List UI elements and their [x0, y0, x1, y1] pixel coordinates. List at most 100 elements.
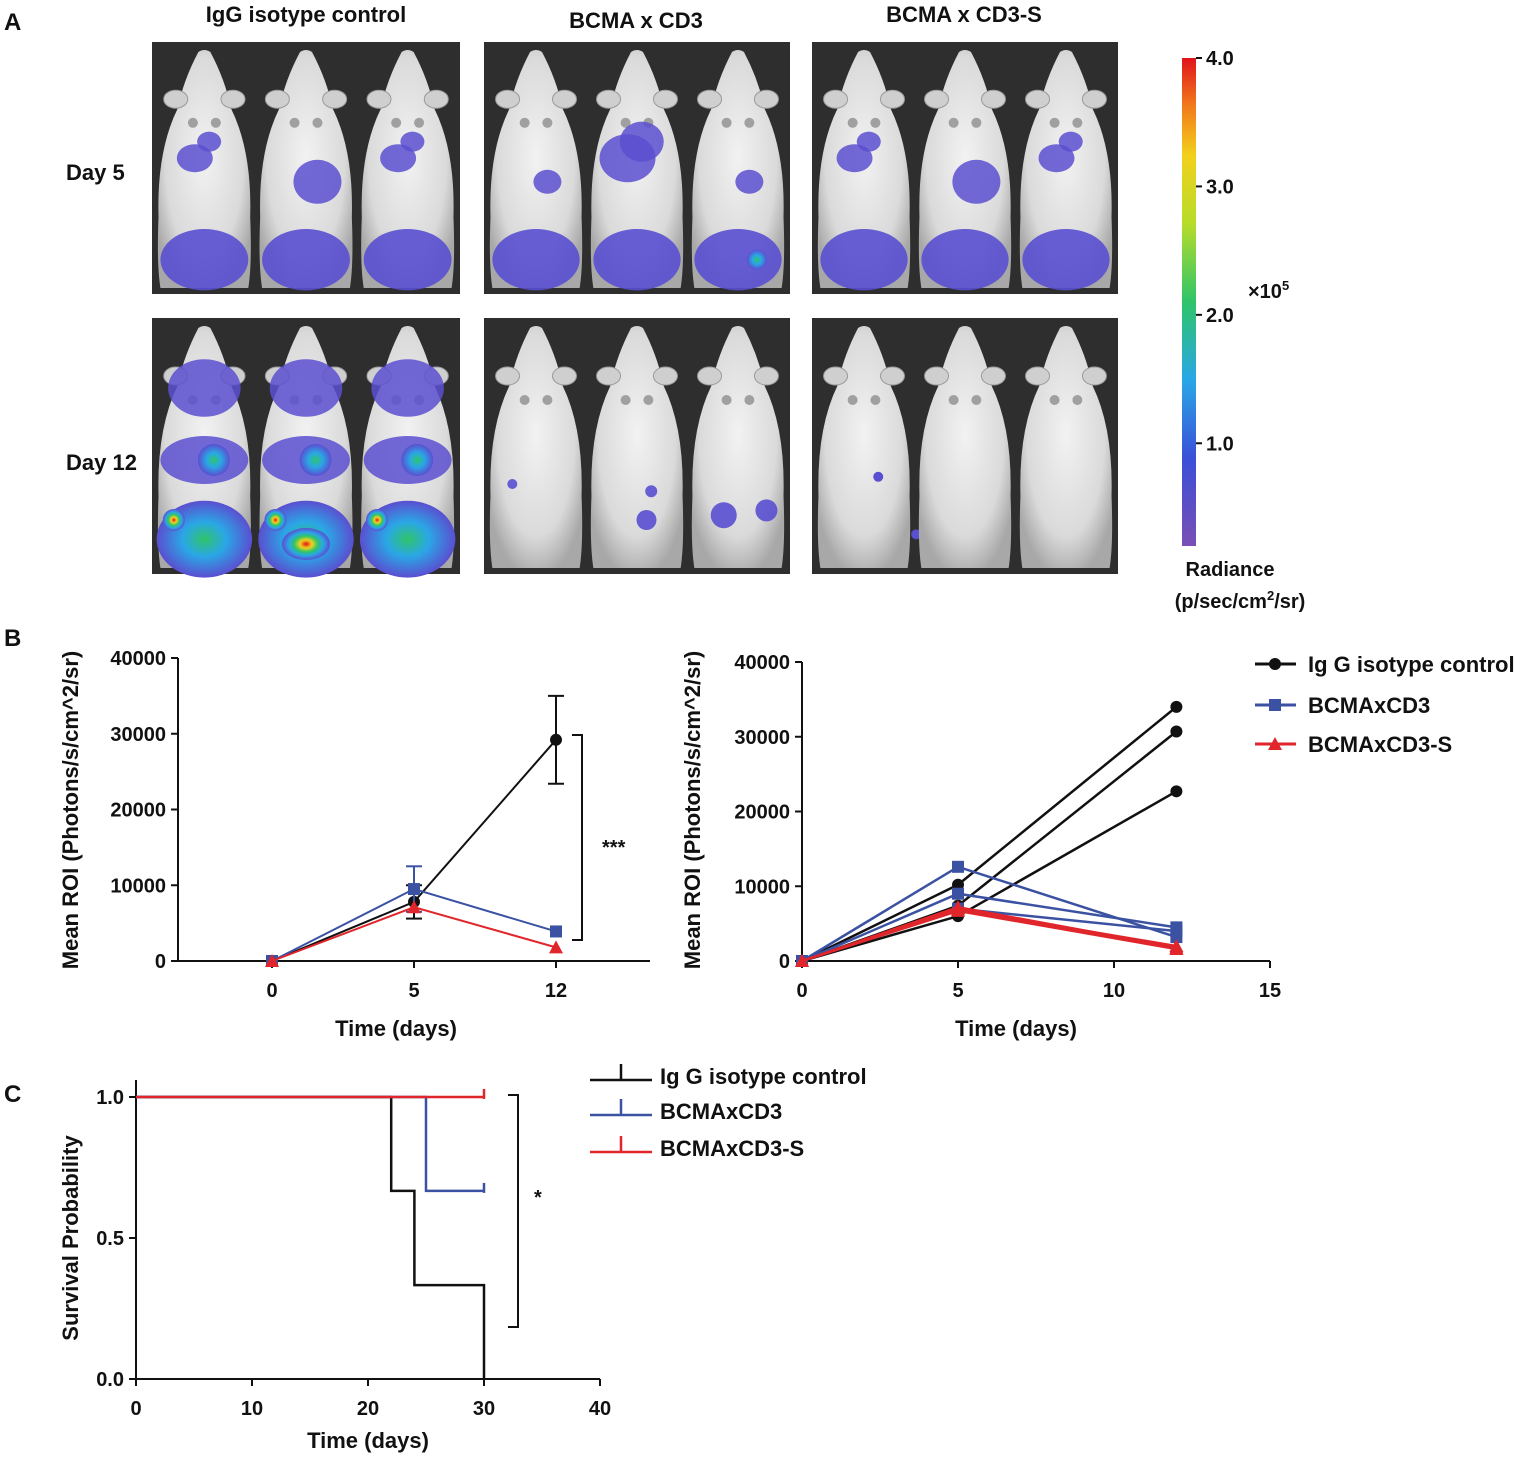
colorbar-tick-label: 3.0	[1206, 176, 1234, 198]
signal-region	[197, 131, 222, 152]
y-tick-label: 0	[779, 951, 790, 973]
signal-hotspot	[366, 509, 389, 531]
colorbar-ticks: 4.0 3.0 2.0 1.0	[1196, 48, 1234, 455]
signal-region	[168, 359, 241, 417]
signal-region	[755, 499, 778, 522]
significance-marker: ***	[602, 837, 626, 859]
signal-region	[636, 510, 657, 530]
x-tick-label: 0	[130, 1398, 141, 1420]
x-tick-label: 5	[952, 980, 963, 1002]
mouse-eye	[187, 117, 198, 128]
x-axis-title: Time (days)	[307, 1428, 429, 1453]
survival-curve	[136, 1095, 484, 1193]
mouse-eye	[391, 117, 402, 128]
mouse-eye	[1072, 395, 1083, 405]
colorbar-tick-label: 2.0	[1206, 305, 1234, 327]
mouse-ear	[1081, 89, 1107, 109]
y-tick-label: 0.0	[96, 1369, 124, 1391]
x-axis-title: Time (days)	[955, 1016, 1077, 1041]
mouse-ear	[1025, 89, 1051, 109]
legend-label: BCMAxCD3-S	[1308, 732, 1452, 757]
mouse-silhouette	[489, 326, 583, 568]
mouse-ear	[823, 89, 849, 109]
panel-a-letter: A	[4, 9, 21, 36]
colorbar-gradient	[1182, 58, 1196, 546]
mouse-ear	[980, 366, 1006, 386]
y-tick-label: 30000	[734, 727, 790, 749]
mouse-ear	[697, 366, 723, 386]
imaging-panel	[812, 42, 1118, 294]
mouse-ear	[495, 366, 521, 386]
mouse-eye	[721, 395, 732, 405]
signal-region	[836, 144, 873, 173]
mouse-eye	[289, 117, 300, 128]
colorbar-label-radiance: Radiance	[1186, 559, 1275, 581]
survival-curve	[136, 1095, 486, 1379]
signal-region	[507, 479, 518, 489]
mouse-ear	[1025, 366, 1051, 386]
series-line	[271, 739, 557, 962]
mouse-eye	[971, 117, 982, 128]
row-label-day12: Day 12	[66, 450, 137, 475]
mouse-ear	[551, 366, 577, 386]
legend-label: BCMAxCD3	[660, 1099, 782, 1124]
data-point	[1170, 700, 1183, 713]
data-point	[951, 903, 965, 917]
mouse-ear	[163, 89, 189, 109]
mouse-eye	[971, 395, 982, 405]
signal-region	[735, 169, 764, 194]
mouse-eye	[643, 395, 654, 405]
mouse-silhouette	[590, 326, 684, 568]
mouse-eye	[1072, 117, 1083, 128]
x-tick-label: 40	[589, 1398, 611, 1420]
x-tick-label: 15	[1259, 980, 1281, 1002]
signal-region	[1058, 131, 1083, 152]
mouse-ear	[879, 366, 905, 386]
mouse-ear	[1081, 366, 1107, 386]
signal-region	[269, 359, 343, 417]
mouse-ear	[322, 89, 348, 109]
y-tick-label: 20000	[110, 800, 166, 822]
signal-region	[873, 471, 884, 482]
signal-region	[533, 169, 562, 194]
data-point	[1269, 658, 1281, 670]
mouse-ear	[220, 89, 246, 109]
y-axis-title: Survival Probability	[58, 1135, 83, 1341]
mouse-eye	[620, 117, 631, 128]
x-tick-label: 10	[1103, 980, 1125, 1002]
x-tick-label: 10	[241, 1398, 263, 1420]
mouse-ear	[495, 89, 521, 109]
panel-c-letter: C	[4, 1081, 21, 1108]
y-tick-label: 0	[155, 951, 166, 973]
data-point	[952, 887, 964, 900]
signal-hotspot	[264, 509, 287, 531]
data-point	[408, 883, 420, 896]
legend-label: Ig G isotype control	[1308, 652, 1515, 677]
data-point	[550, 925, 562, 938]
y-axis-title: Mean ROI (Photons/s/cm^2/sr)	[680, 651, 705, 969]
colorbar-tick-label: 1.0	[1206, 433, 1234, 455]
signal-region	[363, 229, 452, 291]
mouse-eye	[870, 117, 881, 128]
mouse-ear	[366, 89, 392, 109]
signal-region	[694, 229, 782, 291]
signal-hotspot	[162, 509, 185, 531]
column-title-bcma-cd3-s: BCMA x CD3-S	[886, 2, 1042, 27]
colorbar-multiplier: ×105	[1248, 278, 1289, 303]
mouse-ear	[697, 89, 723, 109]
signal-region	[619, 121, 664, 162]
imaging-panel	[152, 318, 460, 578]
panel-b-letter: B	[4, 625, 21, 652]
y-axis-title: Mean ROI (Photons/s/cm^2/sr)	[58, 651, 83, 969]
signal-region	[952, 159, 1001, 204]
signal-region	[160, 229, 249, 291]
signal-region	[293, 159, 342, 204]
data-point	[1170, 785, 1183, 798]
signal-hotspot	[401, 444, 434, 476]
mouse-eye	[948, 117, 959, 128]
x-tick-label: 20	[357, 1398, 379, 1420]
mouse-eye	[542, 117, 553, 128]
colorbar-tick-label: 4.0	[1206, 48, 1234, 70]
signal-hotspot	[299, 444, 332, 476]
